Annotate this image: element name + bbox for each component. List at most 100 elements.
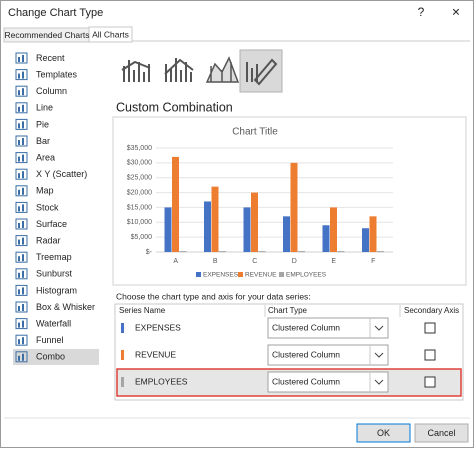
type-icon-fill	[22, 254, 24, 262]
type-icon-fill	[18, 206, 20, 212]
type-icon-fill	[22, 138, 24, 145]
chart-type-item[interactable]: Column	[36, 86, 67, 96]
bar	[204, 201, 211, 252]
chart-type-value[interactable]: Clustered Column	[272, 376, 340, 386]
x-tick-label: F	[371, 258, 375, 265]
legend-swatch	[279, 272, 284, 277]
heading: Custom Combination	[116, 100, 233, 114]
type-icon-fill	[18, 289, 20, 295]
type-icon-fill	[18, 189, 20, 195]
chart-type-item[interactable]: Pie	[36, 119, 49, 129]
chart-type-item[interactable]: Sunburst	[36, 269, 73, 279]
type-icon	[15, 69, 28, 81]
type-icon-fill	[18, 272, 20, 278]
bar	[369, 216, 377, 252]
bar	[322, 225, 330, 252]
chart-type-item[interactable]: Line	[36, 103, 53, 113]
chart-type-value[interactable]: Clustered Column	[272, 322, 340, 332]
legend-label: REVENUE	[245, 272, 277, 279]
bar	[337, 251, 345, 253]
cancel-button[interactable]	[414, 423, 469, 443]
chart-type-item[interactable]: Box & Whisker	[36, 302, 95, 312]
button-label[interactable]: Cancel	[427, 428, 455, 438]
tab-label[interactable]: All Charts	[92, 29, 129, 39]
series-color-bar	[121, 350, 124, 360]
type-icon-fill	[22, 121, 24, 129]
chart-type-item[interactable]: Bar	[36, 136, 50, 146]
chart-type-item[interactable]: Combo	[36, 352, 65, 362]
chart-type-item[interactable]: Treemap	[36, 252, 72, 262]
chart-type-dropdown[interactable]	[267, 344, 389, 366]
type-icon	[15, 218, 28, 230]
type-icon-fill	[18, 223, 20, 228]
bar	[377, 251, 384, 253]
type-icon-fill	[18, 123, 20, 129]
type-icon-fill	[18, 256, 20, 262]
bar	[290, 162, 298, 252]
type-icon	[15, 168, 28, 180]
secondary-axis-checkbox[interactable]	[424, 376, 436, 388]
secondary-axis-checkbox[interactable]	[424, 322, 436, 334]
legend-label: EXPENSES	[203, 272, 239, 279]
legend-label: EMPLOYEES	[286, 272, 327, 279]
x-tick-label: C	[252, 258, 257, 265]
type-icon-fill	[18, 339, 20, 345]
chart-type-dropdown[interactable]	[267, 317, 389, 339]
chart-type-item[interactable]: Histogram	[36, 285, 77, 295]
chart-preview	[112, 116, 467, 286]
icon-glyph	[205, 56, 240, 83]
type-icon-fill	[18, 306, 20, 311]
bar	[251, 192, 258, 252]
bar	[362, 228, 369, 252]
type-icon	[15, 318, 28, 330]
dropdown-arrow	[374, 325, 384, 331]
y-tick-label: $10,000	[127, 219, 152, 226]
chart-type-dropdown[interactable]	[267, 371, 389, 393]
button-label[interactable]: OK	[377, 428, 390, 438]
close-button[interactable]: ×	[452, 4, 460, 20]
chart-type-item[interactable]: Surface	[36, 219, 67, 229]
chart-type-item[interactable]: X Y (Scatter)	[36, 169, 87, 179]
type-icon-fill	[18, 106, 20, 112]
help-button[interactable]: ?	[418, 5, 425, 19]
chart-type-item[interactable]: Funnel	[36, 335, 64, 345]
y-tick-label: $5,000	[131, 234, 153, 241]
chart-type-value[interactable]: Clustered Column	[272, 349, 340, 359]
chart-type-item[interactable]: Recent	[36, 53, 65, 63]
type-icon-fill	[22, 171, 24, 179]
type-icon	[15, 301, 28, 313]
bar	[330, 207, 337, 252]
bar	[179, 251, 187, 253]
type-icon-fill	[22, 237, 24, 245]
chart-type-item[interactable]: Radar	[36, 235, 61, 245]
ok-button[interactable]	[356, 423, 411, 443]
chart-type-item[interactable]: Area	[36, 152, 55, 162]
type-icon-fill	[22, 270, 24, 278]
type-icon	[15, 135, 28, 147]
type-icon	[15, 334, 28, 346]
y-tick-label: $-	[146, 249, 153, 256]
type-icon-fill	[18, 322, 20, 328]
tab-label[interactable]: Recommended Charts	[4, 30, 89, 40]
chart-type-item[interactable]: Map	[36, 186, 54, 196]
icon-glyph	[121, 60, 151, 82]
chart-type-item[interactable]: Templates	[36, 69, 78, 79]
type-icon-fill	[22, 221, 24, 228]
type-icon-fill	[18, 57, 20, 62]
type-icon	[15, 185, 28, 197]
type-icon-fill	[18, 355, 20, 361]
type-icon-fill	[22, 187, 24, 195]
type-icon-fill	[22, 204, 24, 212]
tab-active[interactable]	[88, 26, 133, 43]
icon-glyph	[246, 58, 278, 86]
type-icon-fill	[22, 154, 24, 162]
chart-type-item[interactable]: Waterfall	[36, 318, 71, 328]
x-tick-label: E	[331, 258, 336, 265]
type-icon-fill	[18, 90, 20, 96]
bar	[298, 251, 305, 253]
bar	[258, 251, 266, 253]
secondary-axis-checkbox[interactable]	[424, 349, 436, 361]
chart-type-item[interactable]: Stock	[36, 202, 59, 212]
